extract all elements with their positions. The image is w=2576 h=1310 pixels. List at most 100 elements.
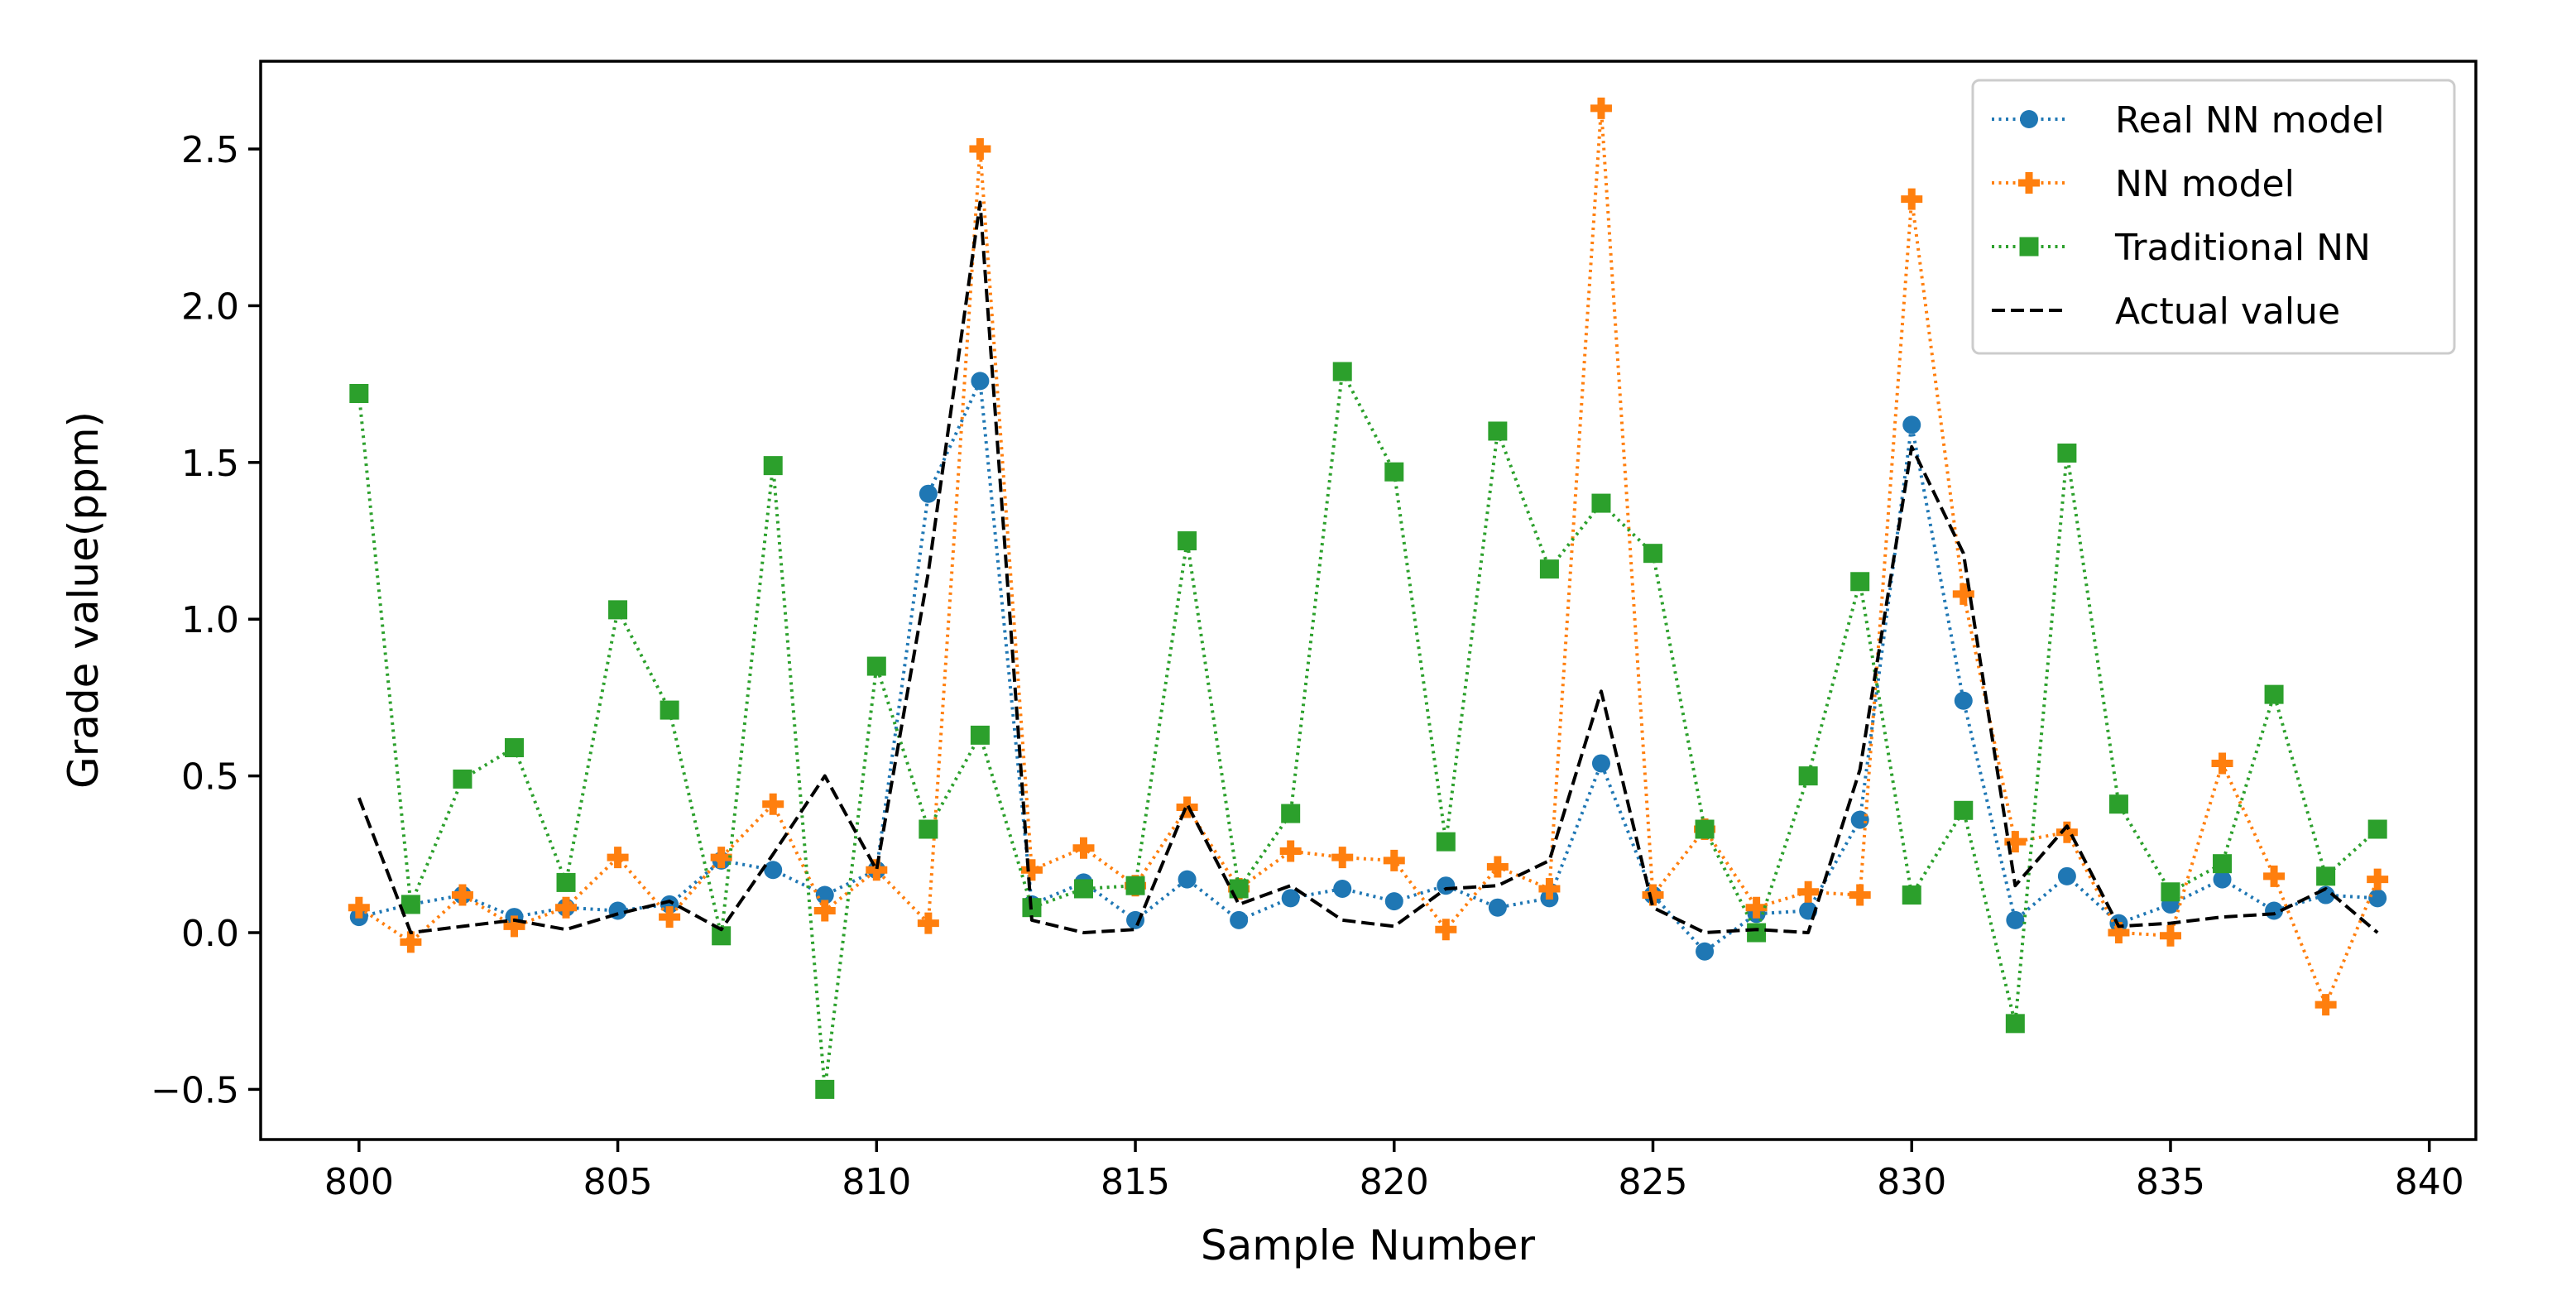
data-point-traditional-nn-834 [2108,794,2128,814]
data-point-real-nn-model-806 [660,895,679,914]
data-point-traditional-nn-816 [1178,531,1197,551]
data-point-traditional-nn-833 [2057,443,2077,463]
series-line-nn-model [357,106,2380,1007]
legend-marker-traditional-nn [2019,237,2039,257]
data-point-nn-model-824 [1590,97,1612,119]
x-tick-label-800: 800 [324,1161,394,1203]
y-axis-label: Grade value(ppm) [60,411,108,789]
data-point-nn-model-804 [555,896,578,919]
data-point-real-nn-model-839 [2368,889,2387,908]
x-tick-label-805: 805 [583,1161,653,1203]
x-tick-label-830: 830 [1877,1161,1946,1203]
data-point-nn-model-828 [1797,881,1820,903]
x-tick-label-810: 810 [842,1161,911,1203]
data-point-traditional-nn-823 [1539,559,1559,579]
legend-marker-real-nn-model [2020,110,2038,128]
data-point-traditional-nn-825 [1643,544,1663,564]
data-point-nn-model-825 [1642,884,1664,906]
data-point-traditional-nn-837 [2264,684,2284,704]
data-point-traditional-nn-811 [919,819,938,839]
data-point-nn-model-829 [1849,884,1871,906]
legend-label-nn-model: NN model [2115,163,2295,205]
data-point-real-nn-model-830 [1902,415,1921,434]
data-point-nn-model-820 [1383,849,1405,871]
data-point-nn-model-811 [917,912,939,934]
data-point-traditional-nn-806 [660,700,679,720]
data-point-nn-model-827 [1745,896,1768,919]
y-tick-label-3: 1.0 [181,599,239,641]
x-tick-label-835: 835 [2136,1161,2205,1203]
data-point-traditional-nn-835 [2161,882,2180,902]
data-point-traditional-nn-803 [504,738,524,758]
legend: Real NN model NN model Traditional NN Actua… [1971,79,2456,355]
data-point-real-nn-model-819 [1333,879,1352,898]
data-point-traditional-nn-801 [401,895,420,914]
data-point-nn-model-809 [813,900,836,922]
data-point-nn-model-806 [659,906,681,929]
data-point-nn-model-805 [607,847,629,869]
data-point-real-nn-model-820 [1384,892,1403,911]
data-point-traditional-nn-805 [608,600,628,620]
y-tick-label-4: 1.5 [181,443,239,485]
data-point-nn-model-839 [2367,868,2389,890]
data-point-traditional-nn-802 [453,769,473,789]
data-point-nn-model-812 [969,138,991,161]
data-point-traditional-nn-824 [1591,493,1611,513]
data-point-traditional-nn-822 [1488,421,1508,441]
data-point-real-nn-model-829 [1850,810,1869,829]
x-tick-label-815: 815 [1101,1161,1170,1203]
data-point-nn-model-832 [2004,831,2027,853]
data-point-traditional-nn-832 [2005,1014,2025,1034]
data-point-real-nn-model-822 [1488,898,1507,917]
data-point-traditional-nn-838 [2316,866,2336,886]
data-point-traditional-nn-807 [712,926,732,946]
data-point-nn-model-836 [2211,752,2233,775]
plot-frame [259,60,2478,1141]
data-point-real-nn-model-811 [919,484,938,503]
data-point-traditional-nn-817 [1229,879,1249,899]
axes-layer [259,60,2478,1141]
data-point-nn-model-821 [1435,919,1457,941]
data-point-traditional-nn-820 [1384,462,1404,482]
data-point-traditional-nn-804 [556,872,576,892]
legend-label-actual-value: Actual value [2115,290,2340,333]
data-point-real-nn-model-816 [1178,870,1197,889]
data-point-nn-model-800 [348,896,370,919]
data-point-traditional-nn-808 [763,456,783,476]
data-point-nn-model-803 [503,915,525,938]
data-point-nn-model-819 [1331,847,1354,869]
data-point-real-nn-model-837 [2265,901,2284,920]
data-point-nn-model-801 [400,931,422,953]
data-point-nn-model-813 [1020,859,1043,881]
x-ticks: 800 805 810 815 820 825 830 835 840 [324,1140,2464,1203]
legend-frame [1971,79,2456,355]
data-point-traditional-nn-836 [2213,854,2233,874]
data-point-real-nn-model-832 [2006,910,2025,929]
x-tick-label-840: 840 [2395,1161,2464,1203]
y-tick-label-2: 0.5 [181,756,239,799]
y-tick-label-5: 2.0 [181,286,239,328]
series-line-real-nn-model [358,379,2378,953]
data-point-real-nn-model-812 [971,372,990,391]
series-layer [348,97,2389,1099]
data-point-real-nn-model-836 [2213,870,2232,889]
data-point-nn-model-802 [451,884,473,906]
data-point-real-nn-model-831 [1954,691,1973,710]
data-point-traditional-nn-812 [970,725,990,745]
data-point-nn-model-830 [1901,188,1923,210]
legend-marker-nn-model [2018,172,2040,194]
x-axis-label: Sample Number [1201,1221,1536,1269]
data-point-nn-model-808 [762,793,784,815]
legend-label-traditional-nn: Traditional NN [2114,227,2371,269]
data-point-traditional-nn-818 [1281,804,1301,823]
data-point-nn-model-807 [710,847,732,869]
x-tick-label-820: 820 [1360,1161,1429,1203]
y-tick-label-0: −0.5 [151,1069,239,1111]
data-point-traditional-nn-810 [866,656,886,676]
data-point-real-nn-model-824 [1591,754,1610,773]
data-point-traditional-nn-821 [1436,832,1456,852]
data-point-traditional-nn-819 [1332,362,1352,381]
data-point-traditional-nn-814 [1073,879,1093,899]
y-tick-label-6: 2.5 [181,129,239,171]
